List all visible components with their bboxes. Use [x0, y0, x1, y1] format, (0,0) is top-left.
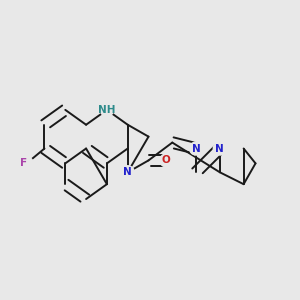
Circle shape — [100, 103, 113, 116]
Text: N: N — [192, 143, 200, 154]
Circle shape — [20, 157, 33, 170]
Text: N: N — [215, 143, 224, 154]
Text: F: F — [20, 158, 27, 168]
Text: N: N — [123, 167, 132, 177]
Circle shape — [190, 142, 202, 155]
Circle shape — [213, 142, 226, 155]
Text: O: O — [162, 155, 171, 165]
Circle shape — [160, 154, 173, 167]
Circle shape — [121, 166, 134, 179]
Text: NH: NH — [98, 105, 116, 115]
